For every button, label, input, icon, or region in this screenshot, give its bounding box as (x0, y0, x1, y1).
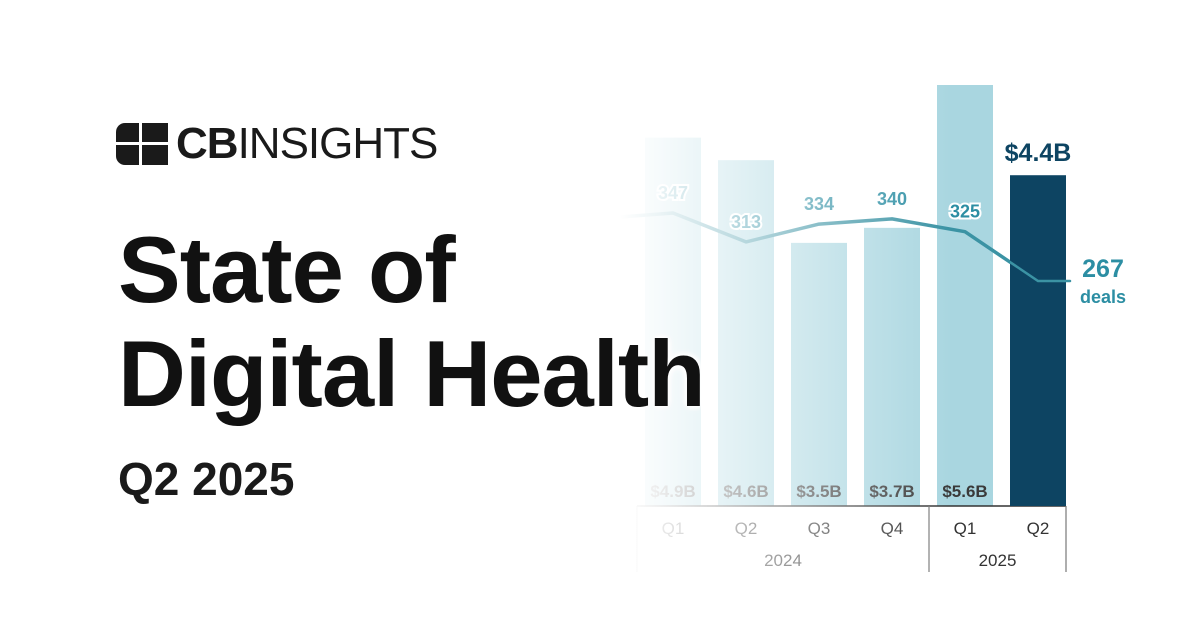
deal-count-label-highlight: 267 (1082, 255, 1124, 283)
cb-insights-logo: CBINSIGHTS (116, 119, 438, 168)
fade-overlay (560, 60, 960, 580)
x-tick-label: Q2 (1027, 519, 1050, 538)
deals-line-end (963, 230, 1072, 283)
title-line-2: Digital Health (118, 321, 706, 426)
bar-highlight (1010, 175, 1066, 506)
bar-value-label-highlight: $4.4B (1005, 139, 1072, 167)
title-line-1: State of (118, 217, 456, 322)
brand-name: CBINSIGHTS (176, 119, 438, 168)
report-period: Q2 2025 (118, 453, 295, 505)
cb-insights-logo-icon (116, 123, 168, 165)
year-group-label: 2025 (979, 551, 1017, 570)
page-title: State of Digital Health (118, 217, 706, 426)
deals-unit-label: deals (1080, 287, 1126, 307)
